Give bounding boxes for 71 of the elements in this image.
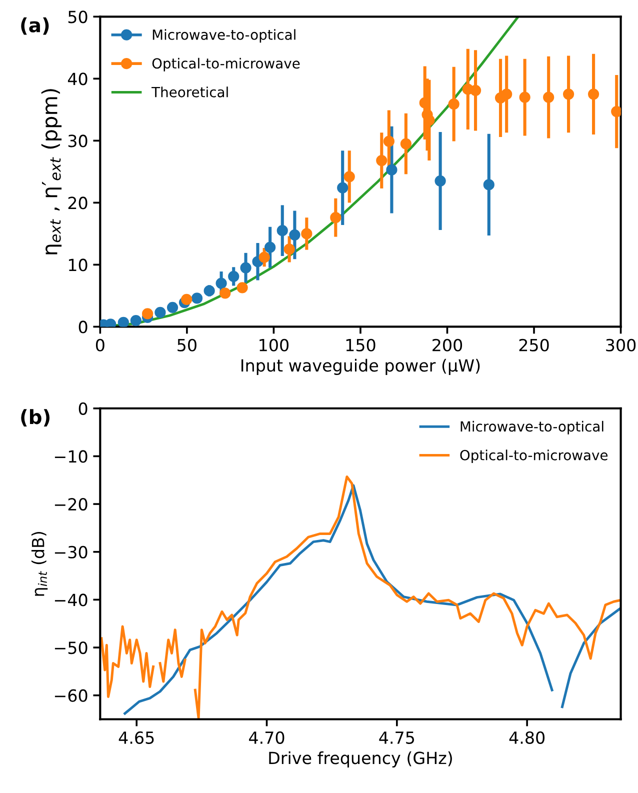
y-axis-title: η$_{ext}$ , η′$_{ext}$ (ppm) [41, 89, 62, 254]
legend-label: Optical-to-microwave [152, 58, 300, 72]
x-tick-label: 150 [346, 338, 376, 352]
y-tick-label: −50 [54, 641, 88, 654]
point [448, 98, 460, 110]
y-tick-label: 10 [68, 258, 88, 272]
y-tick-label: 50 [68, 10, 88, 24]
point [301, 228, 312, 240]
x-tick-label: 50 [178, 338, 196, 352]
point [501, 88, 512, 100]
y-tick-label: −60 [54, 689, 88, 702]
x-tick-label: 4.70 [249, 731, 284, 744]
y-tick-label: 0 [78, 402, 88, 415]
point [220, 288, 231, 299]
point [204, 285, 215, 296]
x-tick-label: 4.65 [118, 731, 154, 744]
y-tick-label: −30 [54, 546, 88, 558]
x-axis-title: Input waveguide power (μW) [241, 358, 480, 375]
point [519, 92, 530, 103]
legend-label: Theoretical [152, 86, 228, 98]
point [337, 182, 348, 194]
x-tick-label: 300 [606, 338, 636, 352]
point [264, 242, 276, 253]
point [543, 92, 554, 103]
x-tick-label: 200 [432, 338, 462, 352]
legend-label: Microwave-to-optical [460, 420, 604, 434]
x-tick-label: 4.80 [509, 731, 545, 744]
point [166, 302, 178, 314]
point [434, 175, 446, 187]
point [562, 88, 574, 100]
y-tick-label: 40 [68, 72, 88, 86]
x-tick-label: 0 [96, 338, 104, 352]
point [236, 282, 248, 294]
x-axis-title: Drive frequency (GHz) [269, 751, 452, 768]
point [154, 306, 166, 318]
point [284, 244, 295, 255]
x-tick-label: 250 [519, 338, 549, 352]
point [470, 84, 482, 96]
y-tick-label: 20 [68, 196, 88, 210]
point [258, 252, 270, 263]
point [330, 212, 342, 224]
x-tick-label: 100 [260, 338, 288, 352]
point [289, 229, 300, 240]
x-tick-label: 4.75 [379, 732, 414, 744]
point [611, 106, 621, 118]
point [191, 292, 203, 304]
point [383, 136, 394, 147]
y-tick-label: −10 [54, 450, 88, 463]
point [216, 278, 227, 289]
y-tick-label: −40 [54, 594, 88, 606]
legend-label: Optical-to-microwave [460, 450, 608, 464]
point [142, 308, 154, 320]
point [386, 164, 398, 176]
legend-label: Microwave-to-optical [152, 29, 296, 43]
y-tick-label: −20 [54, 498, 88, 511]
y-axis-title: η$_{int}$ (dB) [31, 532, 48, 596]
y-tick-label: 30 [68, 134, 88, 148]
point [400, 138, 412, 150]
chart-title: (b) [21, 409, 50, 426]
point [344, 171, 355, 182]
point [483, 179, 494, 190]
point [376, 154, 388, 166]
point [130, 314, 142, 326]
y-tick-label: 0 [78, 320, 88, 334]
point [228, 270, 240, 282]
point [118, 316, 129, 327]
point [276, 225, 288, 236]
point [240, 262, 252, 274]
point [588, 88, 600, 100]
point [181, 294, 192, 305]
chart-title: (a) [21, 17, 49, 35]
